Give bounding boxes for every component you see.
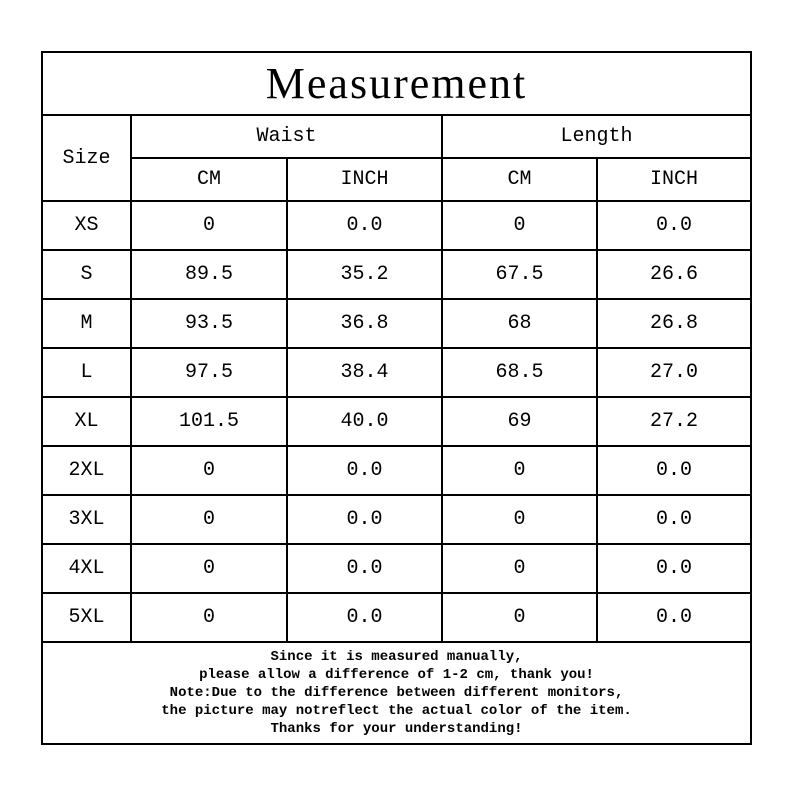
value-cell: 40.0 — [286, 396, 443, 447]
value-cell: 0 — [130, 200, 288, 251]
size-cell: S — [41, 249, 132, 300]
size-cell: M — [41, 298, 132, 349]
size-row: 5XL 0 0.0 0 0.0 — [41, 592, 753, 643]
value-cell: 0.0 — [595, 543, 753, 594]
size-row: S 89.5 35.2 67.5 26.6 — [41, 249, 753, 300]
size-cell: 4XL — [41, 543, 132, 594]
value-cell: 0 — [441, 592, 598, 643]
value-cell: 0.0 — [595, 494, 753, 545]
value-cell: 0 — [441, 200, 598, 251]
value-cell: 0 — [441, 445, 598, 496]
size-header: Size — [41, 114, 132, 202]
title-row: Measurement — [40, 51, 753, 116]
value-cell: 0 — [130, 494, 288, 545]
title: Measurement — [40, 51, 753, 116]
table-body: Measurement Size Waist Length CM INCH CM… — [40, 51, 753, 745]
size-row: L 97.5 38.4 68.5 27.0 — [41, 347, 753, 398]
note-line: the picture may notreflect the actual co… — [161, 703, 632, 719]
value-cell: 68 — [441, 298, 598, 349]
value-cell: 0.0 — [595, 445, 753, 496]
value-cell: 89.5 — [130, 249, 288, 300]
value-cell: 0.0 — [286, 200, 443, 251]
value-cell: 0 — [130, 445, 288, 496]
size-row: 2XL 0 0.0 0 0.0 — [41, 445, 753, 496]
value-cell: 35.2 — [286, 249, 443, 300]
notes-row: Since it is measured manually, please all… — [40, 641, 753, 745]
unit-header: CM — [130, 157, 288, 202]
value-cell: 26.6 — [595, 249, 753, 300]
size-cell: 5XL — [41, 592, 132, 643]
group-header: Waist — [130, 114, 443, 159]
value-cell: 0 — [441, 543, 598, 594]
unit-header: CM — [441, 157, 598, 202]
unit-row: CM INCH CM INCH — [42, 157, 753, 202]
value-cell: 0 — [130, 543, 288, 594]
value-cell: 38.4 — [286, 347, 443, 398]
value-cell: 0.0 — [286, 494, 443, 545]
size-cell: XS — [41, 200, 132, 251]
size-row: 3XL 0 0.0 0 0.0 — [41, 494, 753, 545]
size-row: M 93.5 36.8 68 26.8 — [41, 298, 753, 349]
size-row: 4XL 0 0.0 0 0.0 — [41, 543, 753, 594]
size-cell: L — [41, 347, 132, 398]
note-line: Since it is measured manually, — [270, 649, 523, 665]
size-cell: 3XL — [41, 494, 132, 545]
notes: Since it is measured manually, please all… — [40, 641, 753, 745]
value-cell: 101.5 — [130, 396, 288, 447]
note-line: please allow a difference of 1-2 cm, tha… — [199, 667, 594, 683]
value-cell: 69 — [441, 396, 598, 447]
value-cell: 0.0 — [286, 445, 443, 496]
note-line: Thanks for your understanding! — [270, 721, 523, 737]
unit-header: INCH — [595, 157, 753, 202]
value-cell: 0 — [441, 494, 598, 545]
value-cell: 67.5 — [441, 249, 598, 300]
value-cell: 0.0 — [286, 543, 443, 594]
header-row: Size Waist Length — [41, 114, 753, 202]
value-cell: 0 — [130, 592, 288, 643]
value-cell: 26.8 — [595, 298, 753, 349]
value-cell: 0.0 — [595, 200, 753, 251]
value-cell: 36.8 — [286, 298, 443, 349]
unit-header: INCH — [286, 157, 443, 202]
value-cell: 0.0 — [286, 592, 443, 643]
size-row: XS 0 0.0 0 0.0 — [41, 200, 753, 251]
value-cell: 0.0 — [595, 592, 753, 643]
value-cell: 68.5 — [441, 347, 598, 398]
size-cell: XL — [41, 396, 132, 447]
size-row: XL 101.5 40.0 69 27.2 — [41, 396, 753, 447]
value-cell: 27.2 — [595, 396, 753, 447]
size-table: Measurement Size Waist Length CM INCH CM… — [40, 51, 753, 745]
value-cell: 27.0 — [595, 347, 753, 398]
note-line: Note:Due to the difference between diffe… — [169, 685, 624, 701]
group-header: Length — [440, 114, 753, 159]
size-cell: 2XL — [41, 445, 132, 496]
value-cell: 97.5 — [130, 347, 288, 398]
value-cell: 93.5 — [130, 298, 288, 349]
